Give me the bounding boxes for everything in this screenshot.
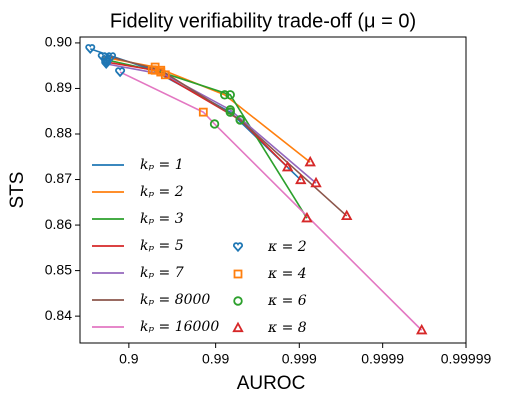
series-line (106, 58, 308, 219)
y-axis-label: STS (7, 172, 28, 209)
legend-label: kₚ = 16000 (140, 319, 219, 335)
y-tick-label: 0.90 (45, 34, 72, 50)
marker (225, 105, 235, 115)
marker (101, 59, 112, 70)
marker (304, 155, 316, 167)
marker (310, 176, 322, 188)
marker (225, 90, 235, 100)
y-tick-label: 0.85 (45, 261, 72, 277)
y-tick-label: 0.89 (45, 79, 72, 95)
legend-label: kₚ = 8000 (140, 292, 210, 308)
marker (281, 160, 294, 172)
y-tick-label: 0.88 (45, 125, 72, 141)
marker (85, 44, 96, 54)
chart-title: Fidelity verifiability trade-off (μ = 0) (110, 10, 416, 32)
marker (340, 209, 353, 221)
legend-label: κ = 4 (267, 266, 307, 282)
marker (156, 65, 166, 75)
marker (198, 107, 208, 117)
legend-label: κ = 8 (267, 320, 307, 336)
legend-label: kₚ = 5 (140, 238, 184, 254)
y-tick-label: 0.84 (45, 307, 72, 323)
x-tick-label: 0.99 (202, 351, 229, 367)
legend-label: κ = 2 (267, 239, 307, 255)
series-line (110, 56, 348, 217)
y-tick-label: 0.86 (45, 216, 72, 232)
legend-label: kₚ = 2 (140, 184, 184, 200)
marker (105, 52, 116, 63)
legend-label: κ = 6 (267, 293, 307, 309)
plot-frame (79, 36, 467, 344)
series-line (106, 63, 317, 184)
y-tick-label: 0.87 (45, 170, 72, 186)
marker (209, 119, 220, 129)
marker (415, 323, 428, 335)
legend-label: kₚ = 1 (140, 157, 184, 173)
legend-marker (232, 321, 244, 333)
series-line (119, 71, 423, 331)
legend-marker (233, 296, 243, 306)
marker (235, 115, 245, 125)
x-tick-label: 0.99999 (441, 351, 492, 367)
x-tick-label: 0.999 (282, 351, 317, 367)
x-axis-label: AUROC (237, 373, 306, 394)
legend-label: kₚ = 7 (140, 265, 184, 281)
series-line (106, 61, 289, 168)
legend-label: kₚ = 3 (140, 211, 184, 227)
marker (295, 173, 307, 185)
x-tick-label: 0.9999 (361, 351, 404, 367)
legend-marker (233, 242, 243, 253)
marker (301, 211, 313, 223)
legend-marker (233, 269, 243, 279)
marker (150, 65, 160, 75)
x-tick-label: 0.9 (119, 351, 139, 367)
marker (115, 67, 126, 78)
marker (220, 90, 230, 100)
marker (160, 70, 170, 80)
